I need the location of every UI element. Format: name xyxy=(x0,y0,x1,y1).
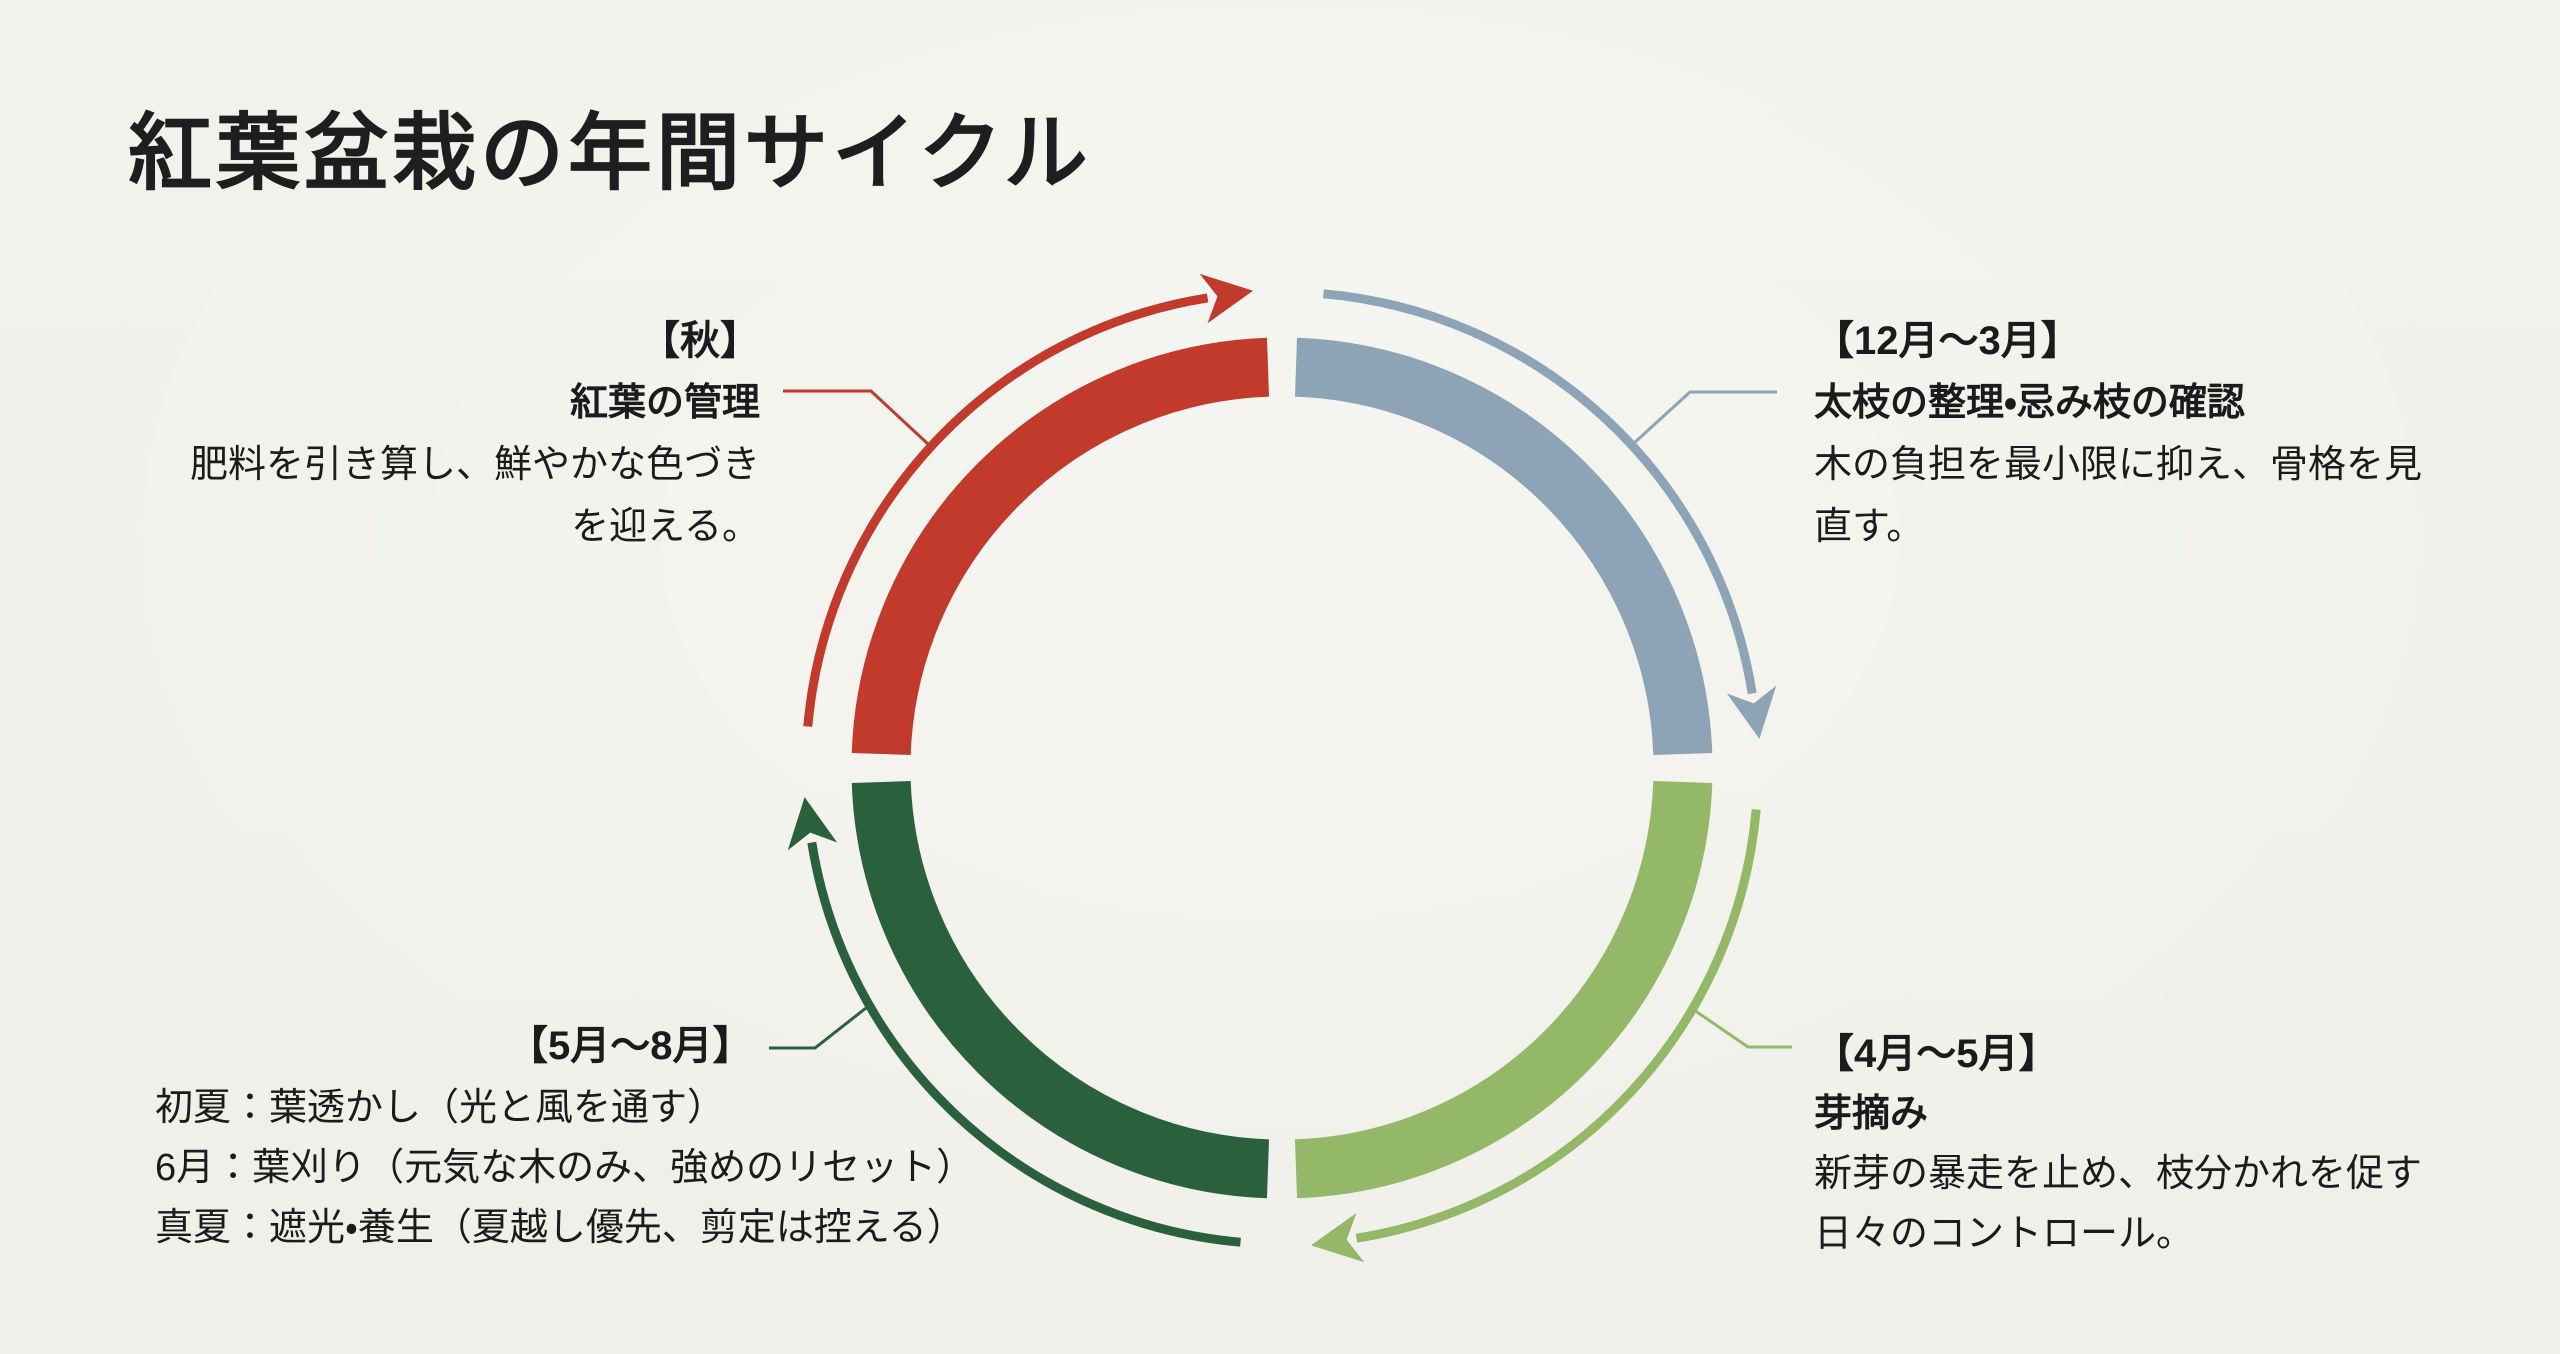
autumn-body-line: を迎える。 xyxy=(571,506,760,548)
spring-label-block: 【4月〜5月】 芽摘み 新芽の暴走を止め、枝分かれを促す 日々のコントロール。 xyxy=(1814,1024,2554,1264)
winter-leader-line xyxy=(1631,390,1777,446)
spring-leader-line xyxy=(1693,1008,1792,1049)
winter-label: 【12月〜3月】 xyxy=(1814,319,2081,363)
summer-label-block: 初夏：葉透かし（光と風を通す） 6月：葉刈り（元気な木のみ、強めのリセット） 真… xyxy=(155,1078,975,1258)
winter-body-line: 直す。 xyxy=(1814,506,1925,548)
autumn-body-line: 肥料を引き算し、鮮やかな色づき xyxy=(189,444,760,486)
winter-heading: 太枝の整理・忌み枝の確認 xyxy=(1814,382,2245,424)
autumn-heading: 紅葉の管理 xyxy=(569,382,760,424)
spring-direction-arrow xyxy=(1311,809,1761,1263)
spring-quadrant-arc xyxy=(1294,780,1713,1199)
page-title: 紅葉盆栽の年間サイクル xyxy=(128,103,1092,202)
summer-body-line: 真夏：遮光・養生（夏越し優先、剪定は控える） xyxy=(155,1207,965,1249)
spring-body-line: 新芽の暴走を止め、枝分かれを促す xyxy=(1814,1153,2423,1195)
spring-body-line: 日々のコントロール。 xyxy=(1814,1213,2195,1255)
winter-quadrant-arc xyxy=(1294,337,1713,756)
spring-label: 【4月〜5月】 xyxy=(1814,1032,2059,1076)
summer-label: 【5月〜8月】 xyxy=(508,1024,753,1068)
autumn-quadrant-arc xyxy=(851,337,1270,756)
autumn-leader-line xyxy=(783,389,930,446)
winter-direction-arrow xyxy=(1323,289,1777,739)
autumn-label-block: 【秋】 紅葉の管理 肥料を引き算し、鮮やかな色づき を迎える。 xyxy=(40,310,760,558)
summer-body-line: 6月：葉刈り（元気な木のみ、強めのリセット） xyxy=(155,1147,975,1189)
autumn-label: 【秋】 xyxy=(640,319,760,363)
summer-leader-line xyxy=(769,1006,867,1050)
spring-heading: 芽摘み xyxy=(1814,1093,1929,1135)
summer-body-line: 初夏：葉透かし（光と風を通す） xyxy=(155,1087,726,1129)
summer-direction-arrow xyxy=(787,797,1241,1247)
winter-body-line: 木の負担を最小限に抑え、骨格を見 xyxy=(1814,444,2423,486)
autumn-direction-arrow xyxy=(803,273,1254,727)
summer-quadrant-arc xyxy=(851,780,1270,1199)
winter-label-block: 【12月〜3月】 太枝の整理・忌み枝の確認 木の負担を最小限に抑え、骨格を見 直… xyxy=(1814,310,2554,558)
